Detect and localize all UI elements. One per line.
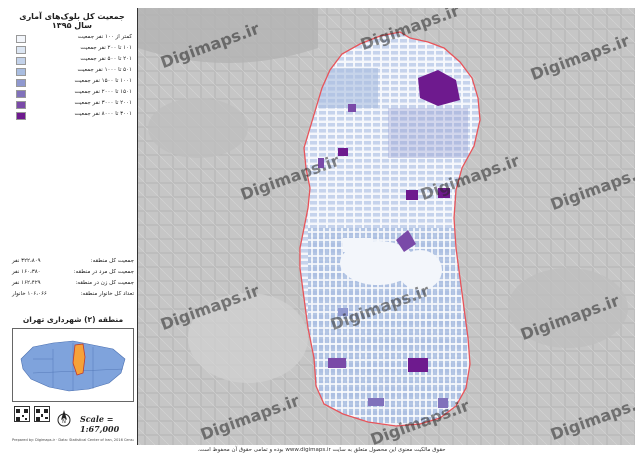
stat-value: ۱۰۶،۰۶۶ خانوار (12, 291, 47, 297)
legend-swatch (16, 35, 26, 43)
inset-highlight (72, 343, 86, 376)
legend-label: ۲۰۱ تا ۵۰۰ نفر جمعیت (80, 56, 132, 62)
inset-map (12, 328, 134, 402)
stat-label: جمعیت کل مرد در منطقه: (73, 269, 134, 275)
map-canvas (138, 8, 635, 445)
legend-swatch (16, 90, 26, 98)
legend-item: ۱۵۰۱ تا ۲۰۰۰ نفر جمعیت (12, 89, 134, 99)
legend-label: ۱۰۱ تا ۲۰۰ نفر جمعیت (80, 45, 132, 51)
stat-label: جمعیت کل زن در منطقه: (75, 280, 134, 286)
legend-swatch (16, 46, 26, 54)
stats-box: جمعیت کل منطقه: ۳۲۲،۸۰۹ نفر جمعیت کل مرد… (12, 258, 134, 318)
qr-code-icon (34, 406, 50, 422)
legend-label: ۱۵۰۱ تا ۲۰۰۰ نفر جمعیت (74, 89, 133, 95)
credit-text: Prepared by: Digimaps.ir · Data: Statist… (12, 438, 134, 442)
district-boundary (299, 31, 481, 427)
legend-label: ۲۰۰۱ تا ۳۰۰۰ نفر جمعیت (74, 100, 133, 106)
stat-value: ۱۶۰،۳۸۰ نفر (12, 269, 41, 275)
main-map[interactable]: Digimaps.ir Digimaps.ir Digimaps.ir Digi… (138, 8, 635, 445)
legend-title: جمعیت کل بلوک‌های آماری سال ۱۳۹۵ (19, 12, 125, 30)
legend-item: ۱۰۱ تا ۲۰۰ نفر جمعیت (12, 45, 134, 55)
legend-swatch (16, 68, 26, 76)
legend-swatch (16, 112, 26, 120)
inset-canvas (20, 340, 126, 392)
stat-label: تعداد کل خانوار منطقه: (80, 291, 134, 297)
legend-item: ۲۰۱ تا ۵۰۰ نفر جمعیت (12, 56, 134, 66)
svg-text:N: N (62, 419, 66, 425)
legend-item: ۱۰۰۱ تا ۱۵۰۰ نفر جمعیت (12, 78, 134, 88)
legend-swatch (16, 101, 26, 109)
north-arrow-icon: N (56, 408, 72, 430)
stat-row: جمعیت کل زن در منطقه: ۱۶۲،۴۲۹ نفر (12, 280, 134, 290)
stat-value: ۱۶۲،۴۲۹ نفر (12, 280, 41, 286)
stat-value: ۳۲۲،۸۰۹ نفر (12, 258, 41, 264)
legend-item: کمتر از ۱۰۰ نفر جمعیت (12, 34, 134, 44)
legend-swatch (16, 79, 26, 87)
qr-code-icon (14, 406, 30, 422)
legend-label: ۱۰۰۱ تا ۱۵۰۰ نفر جمعیت (74, 78, 133, 84)
inset-title: منطقه (۲) شهرداری تهران (22, 315, 124, 324)
legend-item: ۲۰۰۱ تا ۳۰۰۰ نفر جمعیت (12, 100, 134, 110)
legend-label: ۵۰۱ تا ۱۰۰۰ نفر جمعیت (77, 67, 132, 73)
stat-label: جمعیت کل منطقه: (90, 258, 134, 264)
stat-row: تعداد کل خانوار منطقه: ۱۰۶،۰۶۶ خانوار (12, 291, 134, 301)
stat-row: جمعیت کل منطقه: ۳۲۲،۸۰۹ نفر (12, 258, 134, 268)
stat-row: جمعیت کل مرد در منطقه: ۱۶۰،۳۸۰ نفر (12, 269, 134, 279)
legend-label: ۳۰۰۱ تا ۸۰۰۰ نفر جمعیت (74, 111, 133, 117)
legend-label: کمتر از ۱۰۰ نفر جمعیت (77, 34, 132, 40)
scale-text: Scale = 1:67,000 (80, 414, 120, 434)
legend-item: ۵۰۱ تا ۱۰۰۰ نفر جمعیت (12, 67, 134, 77)
legend-item: ۳۰۰۱ تا ۸۰۰۰ نفر جمعیت (12, 111, 134, 121)
footer-copyright: حقوق مالکیت معنوی این محصول متعلق به سای… (197, 447, 446, 453)
legend-swatch (16, 57, 26, 65)
legend-panel: جمعیت کل بلوک‌های آماری سال ۱۳۹۵ کمتر از… (8, 8, 138, 445)
legend-list: کمتر از ۱۰۰ نفر جمعیت ۱۰۱ تا ۲۰۰ نفر جمع… (12, 34, 134, 130)
